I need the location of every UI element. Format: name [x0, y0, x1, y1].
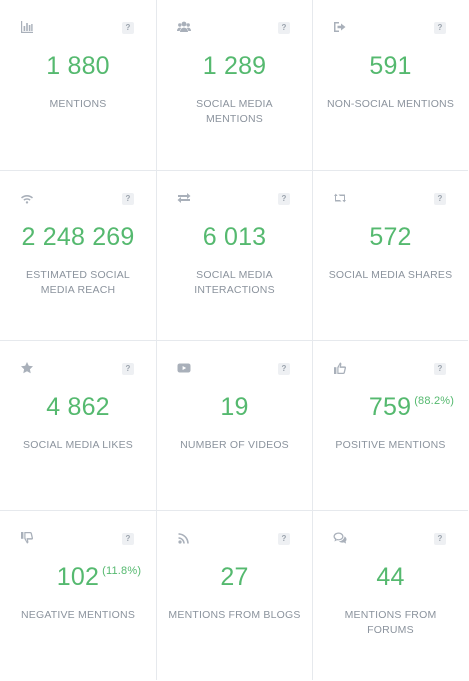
help-button[interactable]: ? [122, 533, 134, 545]
help-button[interactable]: ? [278, 533, 290, 545]
help-button[interactable]: ? [122, 193, 134, 205]
rss-icon [177, 531, 191, 545]
thumbs-down-icon [20, 531, 34, 545]
metric-label: SOCIAL MEDIA SHARES [328, 269, 453, 281]
help-button[interactable]: ? [278, 22, 290, 34]
help-button[interactable]: ? [278, 193, 290, 205]
card-social-media-interactions: ? 6 013 SOCIAL MEDIA INTERACTIONS [156, 170, 312, 340]
sign-out-icon [333, 20, 347, 34]
help-button[interactable]: ? [122, 22, 134, 34]
retweet-icon [333, 191, 347, 205]
help-button[interactable]: ? [434, 22, 446, 34]
metric-value-number: 759 [368, 393, 412, 421]
metric-value: 591 [369, 52, 412, 80]
metric-label: MENTIONS FROM BLOGS [168, 609, 301, 621]
metric-label: MENTIONS [49, 98, 107, 110]
metric-label: NUMBER OF VIDEOS [180, 439, 289, 451]
metric-value-number: 102 [56, 563, 100, 591]
metric-value: 759 (88.2%) [313, 393, 468, 422]
card-mentions: ? 1 880 MENTIONS [0, 0, 156, 170]
help-button[interactable]: ? [278, 363, 290, 375]
help-button[interactable]: ? [434, 363, 446, 375]
help-button[interactable]: ? [434, 193, 446, 205]
metric-label: MENTIONS FROM FORUMS [344, 609, 437, 636]
star-icon [20, 361, 34, 375]
metric-value: 102 (11.8%) [0, 563, 156, 592]
metric-label: NON-SOCIAL MENTIONS [326, 98, 455, 110]
metric-label: SOCIAL MEDIA MENTIONS [196, 98, 273, 125]
metric-label: SOCIAL MEDIA LIKES [23, 439, 133, 451]
card-non-social-mentions: ? 591 NON-SOCIAL MENTIONS [312, 0, 468, 170]
metric-label: ESTIMATED SOCIAL MEDIA REACH [26, 269, 130, 296]
metric-value: 1 289 [202, 52, 267, 80]
card-social-media-likes: ? 4 862 SOCIAL MEDIA LIKES [0, 340, 156, 510]
metric-value: 2 248 269 [21, 223, 135, 251]
metric-value: 6 013 [202, 223, 267, 251]
metric-percent: (11.8%) [102, 565, 142, 577]
metric-percent: (88.2%) [414, 395, 455, 407]
metric-value: 27 [220, 563, 249, 591]
card-mentions-from-blogs: ? 27 MENTIONS FROM BLOGS [156, 510, 312, 680]
metric-value: 572 [369, 223, 412, 251]
metric-value: 44 [376, 563, 405, 591]
metric-label: NEGATIVE MENTIONS [20, 609, 136, 621]
youtube-icon [177, 361, 191, 375]
wifi-icon [20, 191, 34, 205]
help-button[interactable]: ? [434, 533, 446, 545]
metric-label: POSITIVE MENTIONS [335, 439, 446, 451]
card-positive-mentions: ? 759 (88.2%) POSITIVE MENTIONS [312, 340, 468, 510]
metric-value: 19 [220, 393, 249, 421]
card-negative-mentions: ? 102 (11.8%) NEGATIVE MENTIONS [0, 510, 156, 680]
card-mentions-from-forums: ? 44 MENTIONS FROM FORUMS [312, 510, 468, 680]
card-social-media-mentions: ? 1 289 SOCIAL MEDIA MENTIONS [156, 0, 312, 170]
metric-value: 4 862 [46, 393, 110, 421]
card-social-media-shares: ? 572 SOCIAL MEDIA SHARES [312, 170, 468, 340]
help-button[interactable]: ? [122, 363, 134, 375]
users-icon [177, 20, 191, 34]
metric-label: SOCIAL MEDIA INTERACTIONS [194, 269, 275, 296]
card-estimated-reach: ? 2 248 269 ESTIMATED SOCIAL MEDIA REACH [0, 170, 156, 340]
bar-chart-icon [20, 20, 34, 34]
metric-value: 1 880 [46, 52, 110, 80]
comments-icon [333, 531, 347, 545]
thumbs-up-icon [333, 361, 347, 375]
card-number-of-videos: ? 19 NUMBER OF VIDEOS [156, 340, 312, 510]
exchange-icon [177, 191, 191, 205]
